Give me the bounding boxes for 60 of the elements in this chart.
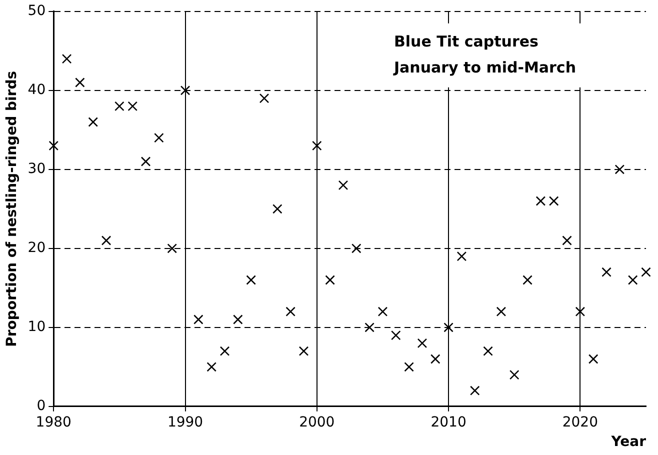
point — [194, 314, 204, 324]
point — [641, 267, 651, 277]
point — [522, 275, 532, 285]
y-tick-label: 10 — [28, 319, 46, 336]
point — [575, 306, 586, 316]
point — [444, 322, 454, 332]
y-tick-label: 30 — [28, 161, 46, 178]
point — [614, 164, 625, 174]
point — [548, 196, 559, 206]
point — [390, 330, 401, 340]
x-tick-label: 1980 — [36, 414, 72, 430]
x-axis-title: Year — [610, 434, 646, 450]
point — [180, 86, 190, 96]
point — [628, 275, 638, 285]
point — [351, 244, 362, 254]
x-tick-label: 2000 — [299, 414, 335, 430]
x-tick-label: 2020 — [562, 414, 598, 430]
point — [48, 140, 59, 151]
point — [378, 306, 388, 316]
y-tick-label: 40 — [28, 82, 46, 98]
point — [246, 275, 256, 285]
y-axis-title: Proportion of nestling-ringed birds — [4, 70, 20, 347]
point — [233, 314, 243, 324]
point — [206, 362, 216, 372]
point — [220, 346, 230, 356]
point — [588, 354, 598, 364]
point — [298, 346, 309, 356]
point — [259, 93, 270, 104]
point — [128, 101, 138, 112]
point — [154, 132, 164, 143]
point — [338, 180, 348, 190]
point — [509, 370, 520, 380]
point — [483, 346, 493, 356]
point — [101, 236, 112, 246]
point — [167, 244, 177, 254]
point — [114, 101, 124, 112]
point — [325, 275, 335, 285]
point — [430, 354, 440, 364]
point — [272, 204, 282, 214]
point — [404, 362, 414, 372]
point — [470, 386, 480, 396]
point — [88, 117, 98, 127]
x-tick-label: 2010 — [430, 414, 466, 430]
y-tick-label: 0 — [36, 398, 46, 414]
point — [536, 196, 546, 206]
point — [417, 338, 428, 348]
point — [456, 251, 467, 262]
x-tick-label: 1990 — [167, 414, 204, 430]
point — [496, 306, 506, 316]
y-tick-label: 50 — [28, 3, 46, 20]
point — [140, 156, 151, 166]
point — [286, 306, 296, 316]
point — [364, 322, 374, 332]
point — [312, 140, 322, 151]
annotation: Blue Tit captures January to mid-March — [392, 32, 576, 76]
point — [602, 267, 612, 277]
y-tick-label: 20 — [28, 240, 46, 256]
point — [75, 78, 85, 88]
point — [562, 236, 572, 246]
point — [62, 54, 72, 64]
